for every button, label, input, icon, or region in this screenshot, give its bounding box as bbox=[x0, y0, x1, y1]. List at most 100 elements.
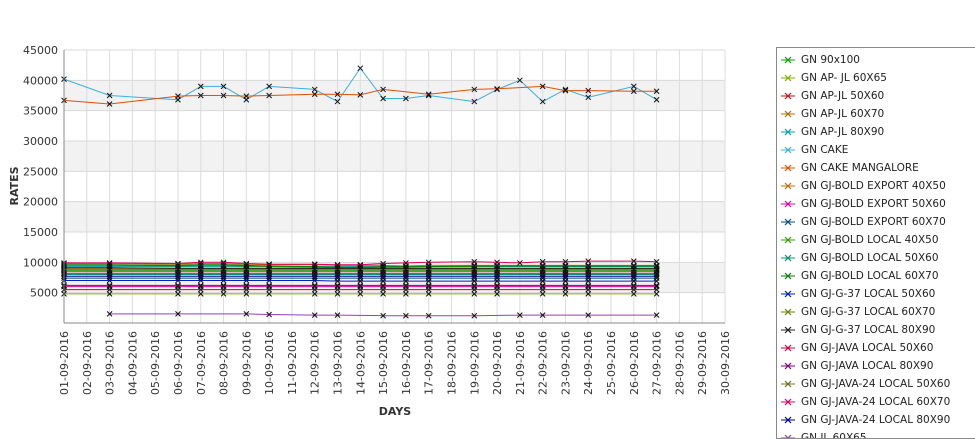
data-point bbox=[311, 266, 318, 273]
series bbox=[61, 282, 660, 289]
data-point bbox=[311, 277, 318, 284]
series-layer bbox=[61, 65, 660, 319]
legend-marker-icon bbox=[781, 145, 795, 155]
data-point bbox=[106, 286, 113, 293]
legend-item: GN AP-JL 50X60 bbox=[781, 88, 884, 104]
grid-band bbox=[64, 201, 725, 232]
y-tick-label: 20000 bbox=[23, 196, 58, 209]
legend-marker-icon bbox=[781, 253, 795, 263]
y-tick-label: 45000 bbox=[23, 44, 58, 57]
x-tick-labels: 01-09-2016 02-09-2016 03-09-2016 04-09-2016… bbox=[58, 331, 732, 395]
data-point bbox=[380, 273, 386, 280]
data-point bbox=[266, 261, 272, 268]
series bbox=[61, 286, 660, 293]
data-point bbox=[311, 261, 318, 268]
y-tick-label: 5000 bbox=[30, 287, 58, 300]
legend-label: GN GJ-G-37 LOCAL 80X90 bbox=[801, 324, 936, 336]
data-point bbox=[311, 86, 318, 93]
legend-marker-icon bbox=[781, 397, 795, 407]
data-point bbox=[334, 98, 341, 105]
data-point bbox=[106, 277, 113, 284]
data-point bbox=[334, 91, 341, 98]
x-tick-label: 25-09-2016 bbox=[605, 331, 618, 395]
data-point bbox=[403, 291, 409, 297]
data-point bbox=[630, 273, 637, 280]
legend-marker-icon bbox=[781, 109, 795, 119]
data-point bbox=[380, 291, 386, 297]
data-point bbox=[220, 259, 227, 266]
data-point bbox=[471, 98, 478, 105]
data-point bbox=[585, 278, 592, 284]
data-point bbox=[311, 273, 318, 280]
legend-item: GN JL 60X65 bbox=[781, 430, 867, 438]
legend-label: GN GJ-BOLD LOCAL 60X70 bbox=[801, 270, 939, 282]
data-point bbox=[334, 312, 341, 318]
data-point bbox=[243, 266, 250, 273]
data-point bbox=[539, 291, 546, 297]
grid-band bbox=[64, 80, 725, 111]
x-tick-label: 29-09-2016 bbox=[696, 331, 709, 395]
series bbox=[61, 258, 660, 268]
data-point bbox=[494, 259, 500, 266]
data-point bbox=[220, 286, 227, 293]
data-point bbox=[539, 282, 546, 289]
series-line bbox=[64, 267, 657, 269]
data-point bbox=[494, 282, 500, 289]
data-point bbox=[334, 273, 341, 280]
data-point bbox=[106, 311, 113, 317]
legend-label: GN AP-JL 80X90 bbox=[801, 126, 885, 138]
data-point bbox=[471, 266, 478, 273]
data-point bbox=[494, 286, 500, 293]
data-point bbox=[106, 273, 113, 280]
data-point bbox=[334, 266, 341, 273]
data-point bbox=[106, 266, 113, 273]
data-point bbox=[539, 286, 546, 293]
x-tick-label: 10-09-2016 bbox=[263, 331, 276, 395]
data-point bbox=[106, 291, 113, 297]
legend-marker-icon bbox=[781, 199, 795, 209]
data-point bbox=[585, 87, 592, 94]
data-point bbox=[539, 98, 546, 105]
data-point bbox=[471, 273, 478, 280]
legend-label: GN GJ-BOLD LOCAL 50X60 bbox=[801, 252, 939, 264]
legend-marker-icon bbox=[781, 91, 795, 101]
data-point bbox=[562, 273, 569, 280]
data-point bbox=[403, 260, 409, 266]
data-point bbox=[539, 312, 546, 318]
data-point bbox=[197, 266, 204, 273]
data-point bbox=[243, 286, 250, 293]
x-tick-label: 14-09-2016 bbox=[354, 331, 367, 395]
legend-label: GN AP- JL 60X65 bbox=[801, 72, 887, 84]
data-point bbox=[106, 260, 113, 266]
data-point bbox=[243, 282, 250, 289]
data-point bbox=[517, 312, 523, 318]
data-point bbox=[653, 273, 660, 280]
data-point bbox=[266, 266, 272, 273]
x-tick-label: 30-09-2016 bbox=[719, 331, 732, 395]
series-line bbox=[64, 264, 657, 268]
data-point bbox=[357, 273, 364, 280]
legend-marker-icon bbox=[781, 307, 795, 317]
data-point bbox=[220, 92, 227, 99]
legend-label: GN GJ-G-37 LOCAL 60X70 bbox=[801, 306, 936, 318]
legend-label: GN GJ-BOLD EXPORT 50X60 bbox=[801, 198, 946, 210]
legend-item: GN AP- JL 60X65 bbox=[781, 70, 887, 86]
data-point bbox=[243, 93, 250, 99]
legend-label: GN GJ-BOLD EXPORT 60X70 bbox=[801, 216, 946, 228]
x-tick-label: 24-09-2016 bbox=[582, 331, 595, 395]
data-point bbox=[630, 291, 637, 297]
data-point bbox=[220, 277, 227, 284]
x-axis-title: DAYS bbox=[379, 405, 412, 418]
data-point bbox=[175, 93, 181, 99]
data-point bbox=[197, 92, 204, 99]
data-point bbox=[471, 258, 478, 265]
y-tick-label: 35000 bbox=[23, 105, 58, 118]
legend-label: GN GJ-BOLD LOCAL 40X50 bbox=[801, 234, 939, 246]
data-point bbox=[630, 282, 637, 289]
data-point bbox=[380, 312, 386, 319]
data-point bbox=[494, 278, 500, 284]
y-tick-label: 25000 bbox=[23, 165, 58, 178]
grid-band bbox=[64, 141, 725, 172]
data-point bbox=[425, 273, 432, 280]
data-point bbox=[471, 291, 478, 297]
